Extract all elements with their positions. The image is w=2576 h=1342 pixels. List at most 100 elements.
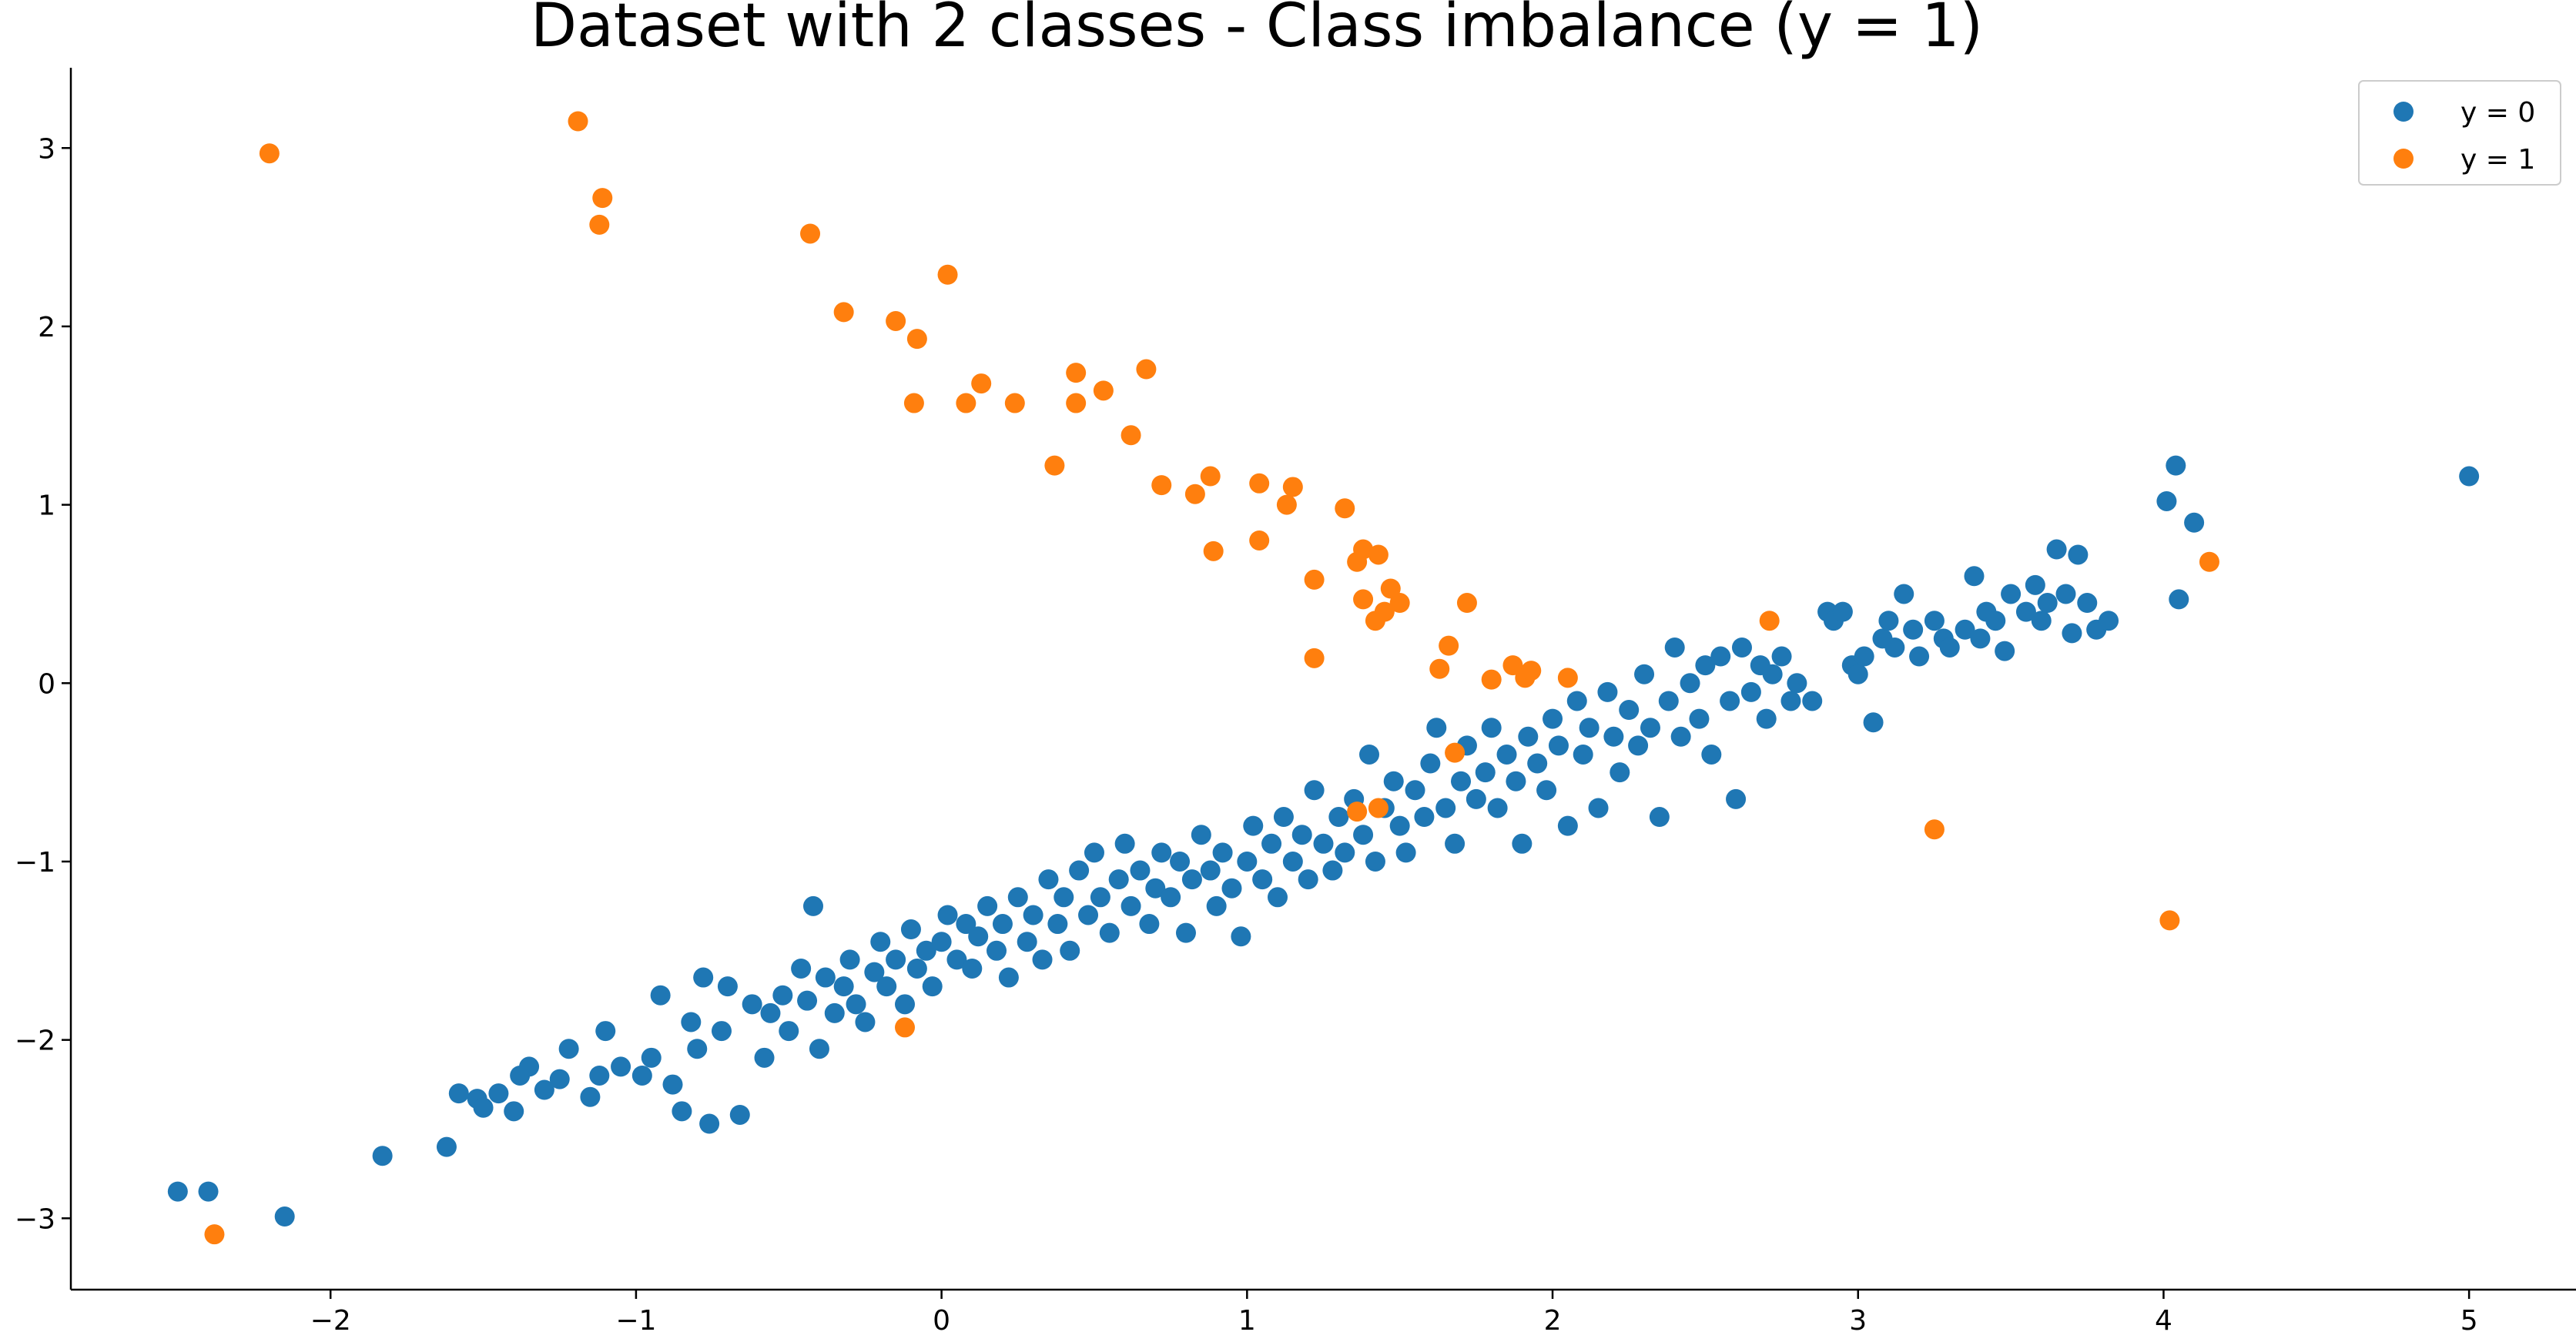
data-point <box>1368 544 1388 565</box>
data-point <box>903 393 924 413</box>
data-point <box>1579 718 1600 738</box>
legend-label: y = 1 <box>2460 144 2535 176</box>
data-point <box>870 932 891 952</box>
data-point <box>846 994 866 1015</box>
y-tick-label: −2 <box>15 1026 55 1057</box>
data-point <box>2015 601 2036 622</box>
data-point <box>711 1021 732 1042</box>
data-point <box>1756 708 1777 729</box>
data-point <box>1136 359 1157 380</box>
data-point <box>1445 742 1466 763</box>
data-point <box>717 976 738 997</box>
data-point <box>956 914 976 935</box>
data-point <box>1995 641 2015 661</box>
data-point <box>1543 708 1563 729</box>
data-point <box>1004 393 1025 413</box>
data-point <box>1475 762 1496 783</box>
data-point <box>1380 578 1401 599</box>
data-point <box>1557 668 1578 688</box>
data-point <box>1145 878 1166 899</box>
data-point <box>1597 681 1618 702</box>
y-tick-label: 3 <box>38 133 55 165</box>
data-point <box>1032 949 1053 970</box>
data-point <box>595 1021 616 1042</box>
data-point <box>1237 851 1258 872</box>
data-point <box>1658 691 1679 711</box>
data-point <box>1276 494 1297 515</box>
series-class-0 <box>167 455 2480 1227</box>
data-point <box>937 264 958 285</box>
x-tick-label: 4 <box>2155 1305 2172 1337</box>
data-point <box>1521 661 1542 681</box>
data-point <box>1069 860 1090 881</box>
data-point <box>1298 869 1318 890</box>
data-point <box>760 1002 781 1023</box>
data-point <box>519 1056 540 1077</box>
data-point <box>2068 544 2089 565</box>
data-point <box>611 1056 631 1077</box>
data-point <box>1322 860 1343 881</box>
data-point <box>699 1113 720 1134</box>
data-point <box>631 1065 652 1086</box>
data-point <box>1640 718 1660 738</box>
data-point <box>729 1104 750 1125</box>
data-point <box>1610 762 1630 783</box>
data-point <box>1964 566 1985 587</box>
data-point <box>1759 611 1780 631</box>
data-point <box>1731 637 1752 658</box>
data-point <box>1353 539 1374 560</box>
data-point <box>589 1065 610 1086</box>
data-point <box>839 949 860 970</box>
data-point <box>1047 914 1068 935</box>
data-point <box>2062 623 2082 644</box>
data-point <box>1689 708 1710 729</box>
data-point <box>1130 860 1151 881</box>
data-point <box>971 373 992 394</box>
data-point <box>1383 771 1404 791</box>
data-point <box>833 302 854 323</box>
data-point <box>1566 691 1587 711</box>
data-point <box>1078 905 1099 925</box>
data-point <box>1273 807 1294 828</box>
data-point <box>916 940 936 961</box>
data-point <box>2031 611 2052 631</box>
data-point <box>1429 658 1450 679</box>
data-point <box>1573 744 1593 765</box>
data-point <box>1536 780 1557 801</box>
data-point <box>1787 673 1807 694</box>
data-point <box>779 1021 799 1042</box>
data-point <box>1649 807 1670 828</box>
data-point <box>1066 393 1087 413</box>
data-point <box>1017 932 1037 952</box>
data-point <box>791 958 812 979</box>
y-tick-label: −1 <box>15 847 55 878</box>
data-point <box>1634 664 1655 684</box>
data-point <box>1353 589 1374 610</box>
data-point <box>1435 798 1456 818</box>
data-point <box>1970 628 1991 649</box>
data-point <box>1121 895 1141 916</box>
data-point <box>1924 819 1945 840</box>
data-point <box>1231 926 1251 947</box>
data-point <box>1304 648 1325 668</box>
data-point <box>886 310 906 331</box>
y-tick-label: 0 <box>38 668 55 700</box>
data-point <box>448 1083 469 1104</box>
data-point <box>1304 569 1325 590</box>
data-point <box>1200 860 1221 881</box>
data-point <box>895 1017 916 1038</box>
data-point <box>1502 655 1523 676</box>
data-point <box>1389 593 1410 614</box>
data-point <box>797 990 818 1011</box>
data-point <box>1527 753 1548 774</box>
data-point <box>754 1047 775 1068</box>
legend-label: y = 0 <box>2460 97 2535 129</box>
data-point <box>2037 593 2058 614</box>
data-point <box>962 958 983 979</box>
data-point <box>1720 691 1740 711</box>
data-point <box>2077 593 2098 614</box>
data-point <box>2055 584 2076 604</box>
data-point <box>1680 673 1700 694</box>
data-point <box>1726 788 1747 809</box>
